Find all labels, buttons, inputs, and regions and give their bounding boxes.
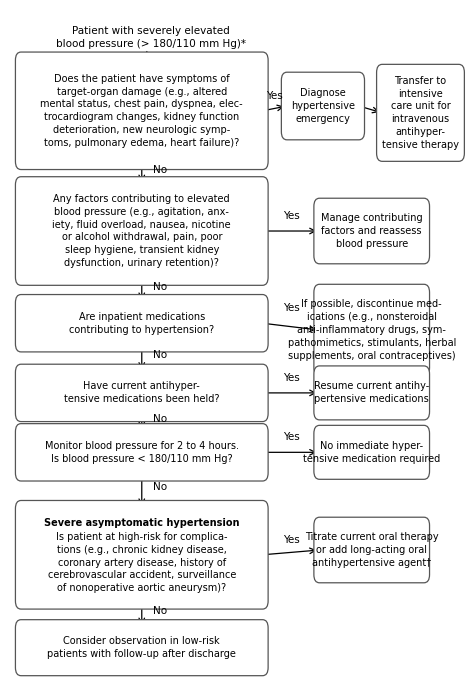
Text: Yes: Yes [283,535,300,544]
FancyBboxPatch shape [16,177,268,285]
Text: Yes: Yes [283,210,300,221]
FancyBboxPatch shape [16,620,268,675]
Text: No: No [154,282,167,291]
Text: Is patient at high-risk for complica-
tions (e.g., chronic kidney disease,
coron: Is patient at high-risk for complica- ti… [47,532,236,593]
Text: No: No [154,350,167,360]
FancyBboxPatch shape [16,424,268,481]
Text: Transfer to
intensive
care unit for
intravenous
antihyper-
tensive therapy: Transfer to intensive care unit for intr… [382,76,459,150]
FancyBboxPatch shape [314,517,429,583]
FancyBboxPatch shape [16,365,268,422]
FancyBboxPatch shape [376,64,465,161]
FancyBboxPatch shape [314,425,429,480]
FancyBboxPatch shape [16,52,268,169]
Text: Yes: Yes [283,303,300,313]
Text: Severe asymptomatic hypertension: Severe asymptomatic hypertension [44,519,239,528]
Text: Consider observation in low-risk
patients with follow-up after discharge: Consider observation in low-risk patient… [47,636,236,659]
Text: Any factors contributing to elevated
blood pressure (e.g., agitation, anx-
iety,: Any factors contributing to elevated blo… [53,194,231,268]
Text: No: No [154,606,167,616]
Text: Diagnose
hypertensive
emergency: Diagnose hypertensive emergency [291,89,355,124]
Text: Does the patient have symptoms of
target-organ damage (e.g., altered
mental stat: Does the patient have symptoms of target… [40,74,243,148]
Text: Yes: Yes [283,373,300,383]
Text: No: No [154,414,167,424]
Text: Yes: Yes [266,91,283,100]
FancyBboxPatch shape [16,295,268,352]
Text: Titrate current oral therapy
or add long-acting oral
antihypertensive agent†: Titrate current oral therapy or add long… [305,533,438,568]
Text: Monitor blood pressure for 2 to 4 hours.
Is blood pressure < 180/110 mm Hg?: Monitor blood pressure for 2 to 4 hours.… [45,441,239,464]
Text: Resume current antihy-
pertensive medications: Resume current antihy- pertensive medica… [314,381,429,404]
Text: Manage contributing
factors and reassess
blood pressure: Manage contributing factors and reassess… [321,213,422,249]
Text: Have current antihyper-
tensive medications been held?: Have current antihyper- tensive medicati… [64,381,219,404]
Text: No: No [154,164,167,175]
FancyBboxPatch shape [282,72,365,140]
Text: Patient with severely elevated
blood pressure (> 180/110 mm Hg)*: Patient with severely elevated blood pre… [56,26,246,49]
Text: No immediate hyper-
tensive medication required: No immediate hyper- tensive medication r… [303,441,440,464]
FancyBboxPatch shape [314,284,429,376]
Text: No: No [154,482,167,492]
Text: Yes: Yes [283,432,300,442]
FancyBboxPatch shape [314,366,429,420]
Text: If possible, discontinue med-
ications (e.g., nonsteroidal
anti-inflammatory dru: If possible, discontinue med- ications (… [288,300,456,360]
FancyBboxPatch shape [314,198,429,263]
FancyBboxPatch shape [16,500,268,609]
Text: Are inpatient medications
contributing to hypertension?: Are inpatient medications contributing t… [69,312,214,335]
